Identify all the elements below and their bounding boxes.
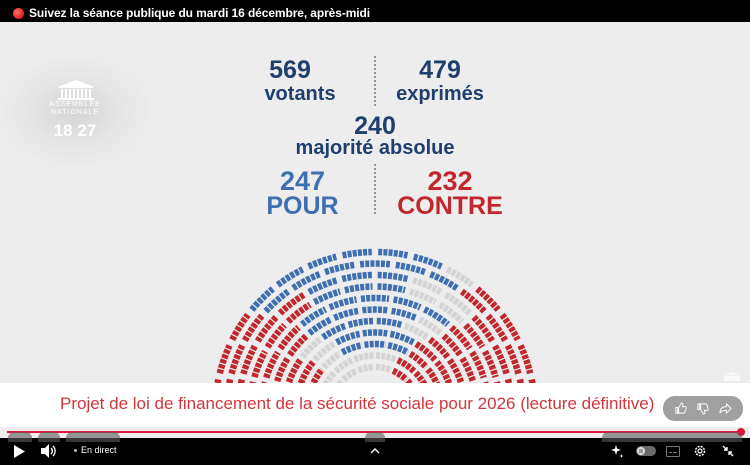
control-shade [38,432,60,442]
subtitles-button[interactable] [664,443,682,459]
caption-bar: Projet de loi de financement de la sécur… [0,383,750,427]
exit-fullscreen-icon [722,445,734,457]
logo-name: ASSEMBLÉE NATIONALE [40,101,110,117]
exit-fullscreen-button[interactable] [719,443,737,459]
player-controls: En direct [0,432,750,465]
exprimes-label: exprimés [396,83,484,105]
sparkle-icon [611,445,624,458]
autoplay-toggle[interactable] [636,443,656,459]
votants-label: votants [264,83,336,105]
control-shade [8,432,32,442]
stream-title-text: Suivez la séance publique du mardi 16 dé… [29,6,370,20]
subtitles-icon [666,445,680,457]
thumbs-up-icon[interactable] [674,402,687,415]
divider-top [374,56,376,106]
watermark-building-icon [724,372,740,381]
control-shade [602,432,742,442]
majorite-label: majorité absolue [295,137,455,159]
progress-scrubber[interactable] [737,428,745,436]
video-frame[interactable]: ASSEMBLÉE NATIONALE 18 27 569 votants 47… [0,22,750,438]
settings-button[interactable] [691,443,709,459]
divider-bottom [374,164,376,214]
play-icon [14,444,25,458]
chevron-up-icon [370,448,380,454]
majorite-value: 240 [354,112,396,140]
reaction-pill [663,396,743,421]
pour-label: POUR [266,192,339,220]
share-icon[interactable] [719,402,732,415]
toggle-icon [636,446,656,456]
thumbs-down-icon[interactable] [696,402,710,415]
parliament-building-icon [58,80,94,100]
contre-label: CONTRE [397,192,503,220]
stream-title-bar: Suivez la séance publique du mardi 16 dé… [0,0,750,22]
settings-icon [694,445,706,457]
logo-name-line2: NATIONALE [50,109,100,116]
control-shade [365,432,385,442]
votants-value: 569 [269,56,311,84]
control-shade [66,432,120,442]
volume-icon [41,444,56,458]
expand-button[interactable] [367,443,383,459]
live-badge[interactable]: En direct [74,445,117,455]
play-button[interactable] [11,443,27,459]
ai-button[interactable] [608,443,626,459]
stream-title[interactable]: Suivez la séance publique du mardi 16 dé… [13,6,370,20]
live-dot [74,448,77,452]
contre-value: 232 [427,166,473,196]
clock: 18 27 [53,121,97,140]
live-dot-icon [13,7,24,19]
caption-text: Projet de loi de financement de la sécur… [60,394,655,413]
exprimes-value: 479 [419,56,461,84]
assemblee-nationale-logo: ASSEMBLÉE NATIONALE 18 27 [0,57,150,167]
logo-name-line1: ASSEMBLÉE [49,101,101,108]
live-label: En direct [81,445,117,455]
volume-button[interactable] [40,443,58,459]
pour-value: 247 [279,166,326,196]
